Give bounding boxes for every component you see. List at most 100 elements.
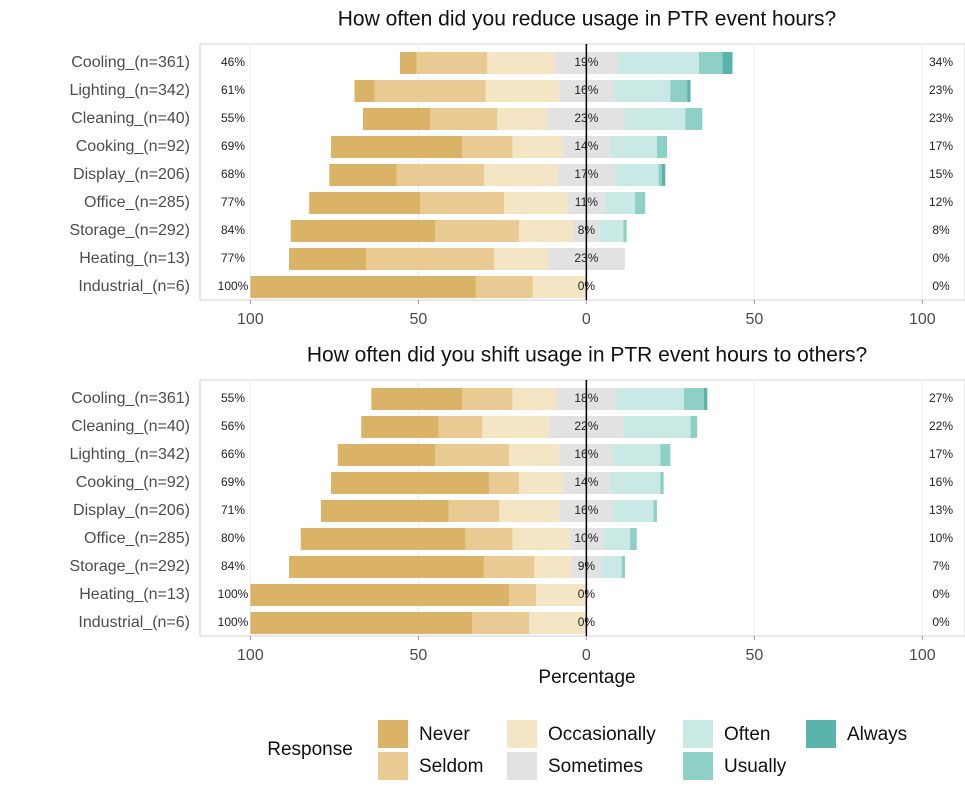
bar-segment (487, 52, 555, 74)
high-label: 15% (929, 167, 953, 181)
bar-segment (497, 108, 548, 130)
bar-segment (399, 52, 417, 74)
x-tick-label: 100 (909, 311, 936, 328)
bar-segment (722, 52, 733, 74)
legend-swatch (806, 720, 836, 748)
bar-segment (670, 80, 688, 102)
bar-segment (658, 164, 662, 186)
category-label: Lighting_(n=342) (69, 82, 190, 99)
bar-segment (698, 52, 723, 74)
low-label: 61% (221, 83, 245, 97)
high-label: 27% (929, 391, 953, 405)
legend-label: Often (724, 724, 770, 745)
category-label: Lighting_(n=342) (69, 446, 190, 463)
category-label: Cooling_(n=361) (71, 390, 190, 407)
legend-label: Always (847, 724, 907, 745)
bar-segment (488, 472, 520, 494)
bar-segment (430, 108, 498, 130)
bar-segment (613, 500, 654, 522)
bar-segment (660, 444, 671, 466)
category-label: Industrial_(n=6) (78, 278, 190, 295)
bar-segment (504, 192, 568, 214)
high-label: 17% (929, 139, 953, 153)
bar-segment (331, 472, 489, 494)
high-label: 0% (932, 587, 950, 601)
bar-segment (435, 444, 510, 466)
legend-swatch (507, 752, 537, 780)
bar-segment (616, 388, 684, 410)
bar-segment (465, 528, 513, 550)
legend-label: Usually (724, 756, 787, 777)
high-label: 0% (932, 615, 950, 629)
legend-swatch (683, 720, 713, 748)
x-tick-label: 100 (237, 647, 264, 664)
x-tick-label: 50 (745, 647, 763, 664)
bar-segment (320, 500, 449, 522)
category-label: Cooking_(n=92) (76, 138, 190, 155)
legend-swatch (683, 752, 713, 780)
low-label: 80% (221, 531, 245, 545)
low-label: 69% (221, 475, 245, 489)
high-label: 12% (929, 195, 953, 209)
bar-segment (603, 528, 631, 550)
bar-segment (653, 500, 657, 522)
low-label: 46% (221, 55, 245, 69)
low-label: 77% (221, 251, 245, 265)
low-label: 84% (221, 559, 245, 573)
bar-segment (448, 500, 500, 522)
high-label: 34% (929, 55, 953, 69)
category-label: Cooking_(n=92) (76, 474, 190, 491)
bar-segment (483, 164, 558, 186)
low-label: 55% (221, 391, 245, 405)
category-label: Display_(n=206) (73, 502, 190, 519)
bar-segment (660, 472, 664, 494)
bar-segment (623, 220, 627, 242)
high-label: 7% (932, 559, 950, 573)
bar-segment (420, 192, 505, 214)
bar-segment (604, 192, 636, 214)
low-label: 100% (218, 279, 249, 293)
low-label: 84% (221, 223, 245, 237)
bar-segment (599, 220, 624, 242)
bar-segment (366, 248, 494, 270)
bar-segment (601, 556, 622, 578)
high-label: 0% (932, 279, 950, 293)
bar-segment (630, 528, 637, 550)
legend-swatch (507, 720, 537, 748)
category-label: Heating_(n=13) (79, 250, 190, 267)
category-label: Storage_(n=292) (69, 558, 190, 575)
bar-segment (512, 528, 570, 550)
bar-segment (462, 136, 513, 158)
bar-segment (250, 276, 476, 298)
legend-title: Response (267, 739, 353, 760)
bar-segment (635, 192, 646, 214)
legend-label: Sometimes (548, 756, 643, 777)
bar-segment (509, 584, 536, 606)
bar-segment (519, 220, 573, 242)
bar-segment (609, 136, 657, 158)
low-label: 66% (221, 447, 245, 461)
bar-segment (687, 80, 691, 102)
category-label: Cleaning_(n=40) (71, 110, 190, 127)
bar-segment (499, 500, 560, 522)
category-label: Heating_(n=13) (79, 586, 190, 603)
high-label: 8% (932, 223, 950, 237)
bar-segment (483, 556, 535, 578)
bar-segment (329, 164, 397, 186)
x-tick-label: 50 (745, 311, 763, 328)
bar-segment (512, 388, 557, 410)
low-label: 69% (221, 139, 245, 153)
x-tick-label: 0 (582, 647, 591, 664)
high-label: 23% (929, 83, 953, 97)
bar-segment (337, 444, 436, 466)
bar-segment (625, 108, 686, 130)
bar-segment (532, 276, 587, 298)
bar-segment (331, 136, 463, 158)
high-label: 10% (929, 531, 953, 545)
low-label: 77% (221, 195, 245, 209)
bar-segment (656, 136, 667, 158)
low-label: 100% (218, 587, 249, 601)
bar-segment (534, 556, 572, 578)
category-label: Industrial_(n=6) (78, 614, 190, 631)
